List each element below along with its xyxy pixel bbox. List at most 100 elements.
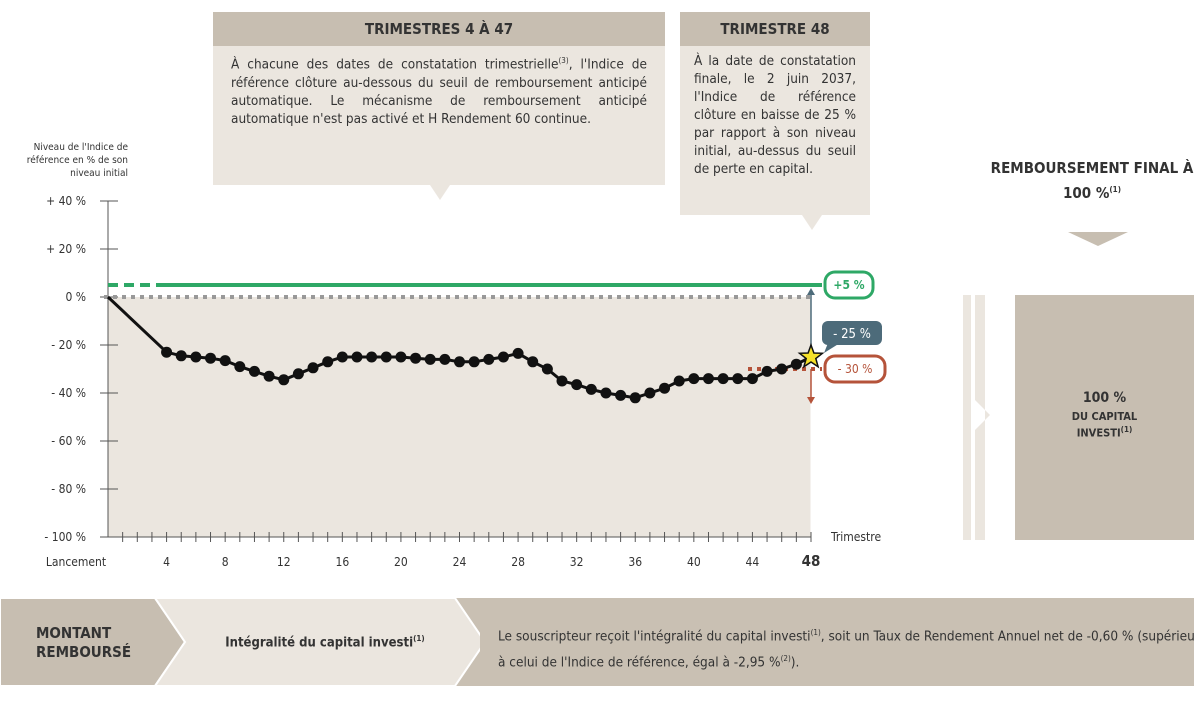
- pointer: [430, 185, 450, 200]
- arrowhead: [807, 397, 815, 404]
- point: [659, 382, 671, 394]
- footer-text: Le souscripteur reçoit l'intégralité du …: [498, 622, 1194, 673]
- y-tick-label: + 40 %: [46, 194, 86, 208]
- point: [702, 373, 714, 385]
- stripe: [963, 295, 971, 540]
- y-tick-label: - 100 %: [44, 530, 86, 544]
- y-label: Niveau de l'Indice de référence en % de s…: [27, 142, 129, 179]
- badge-pointer: [824, 343, 840, 353]
- level-badge: [823, 270, 875, 300]
- point: [673, 375, 685, 387]
- point: [541, 363, 553, 375]
- y-tick-label: - 80 %: [51, 482, 86, 496]
- point: [322, 356, 334, 368]
- point: [263, 370, 275, 382]
- level-label: +5 %: [833, 278, 864, 292]
- final-title: REMBOURSEMENT FINAL À 100 %(1): [990, 158, 1194, 204]
- final-content: 100 % DU CAPITAL INVESTI(1): [1015, 390, 1194, 440]
- point: [732, 373, 744, 385]
- x-tick-label: 20: [394, 555, 408, 569]
- line: [106, 295, 812, 400]
- note: (3): [558, 56, 569, 65]
- text: , l'Indice de référence clôture au-desso…: [231, 56, 647, 127]
- point: [776, 363, 788, 375]
- final-box: [1015, 295, 1194, 540]
- point: [278, 374, 290, 386]
- point: [761, 365, 773, 377]
- footer-middle: Intégralité du capital investi(1): [200, 634, 450, 650]
- point: [234, 361, 246, 373]
- star-point: [797, 342, 825, 369]
- text: ).: [790, 654, 800, 670]
- x-label: Trimestre: [830, 530, 881, 544]
- point: [497, 351, 509, 363]
- plot-area: [108, 297, 811, 537]
- point: [790, 358, 802, 370]
- footer: MONTANT REMBOURSÉ Intégralité du capital…: [0, 598, 1194, 686]
- point: [205, 352, 217, 364]
- panel: TRIMESTRES 4 À 47 À chacune des dates de…: [213, 12, 665, 185]
- point: [190, 351, 202, 363]
- point: [410, 352, 422, 364]
- point: [585, 383, 597, 395]
- point: [380, 351, 392, 363]
- level-label: - 30 %: [838, 362, 873, 376]
- point: [600, 387, 612, 399]
- point: [483, 353, 495, 365]
- point: [175, 350, 187, 362]
- y-tick-label: - 40 %: [51, 386, 86, 400]
- point: [746, 373, 758, 385]
- level-badge: [822, 321, 882, 345]
- text: DU CAPITAL INVESTI: [1071, 410, 1138, 440]
- amount: 100 %: [1082, 390, 1127, 406]
- footer-shapes: [0, 598, 480, 686]
- point: [717, 373, 729, 385]
- y-tick-label: - 60 %: [51, 434, 86, 448]
- note: (1): [413, 634, 425, 643]
- point: [688, 373, 700, 385]
- footer-label: MONTANT REMBOURSÉ: [36, 624, 132, 661]
- x-tick-label: 28: [511, 555, 525, 569]
- x-tick-label: Lancement: [46, 555, 106, 569]
- arrowhead: [807, 288, 815, 295]
- note: (1): [1109, 185, 1121, 194]
- note: (1): [1120, 425, 1133, 434]
- point: [556, 375, 568, 387]
- point: [454, 356, 465, 368]
- point: [351, 351, 363, 363]
- point: [248, 365, 260, 377]
- point: [615, 389, 627, 401]
- point: [307, 362, 319, 374]
- point: [292, 368, 304, 380]
- chevron: [975, 295, 990, 540]
- text: , soit un Taux de Rendement Annuel net d…: [498, 628, 1194, 671]
- point: [512, 347, 524, 359]
- x-tick-label: 16: [335, 555, 349, 569]
- point: [366, 351, 378, 363]
- point: [424, 353, 436, 365]
- x-tick-label: 40: [687, 555, 701, 569]
- panel: TRIMESTRE 48 À la date de constatation f…: [680, 12, 870, 215]
- point: [219, 355, 231, 367]
- x-tick-label: 32: [570, 555, 584, 569]
- text: Le souscripteur reçoit l'intégralité du …: [498, 628, 811, 645]
- level-badge: [823, 354, 887, 384]
- arrow-down: [1068, 232, 1128, 246]
- point: [644, 387, 656, 399]
- point: [468, 356, 480, 368]
- text: REMBOURSEMENT FINAL À 100 %: [990, 159, 1194, 202]
- note: (2): [780, 653, 791, 663]
- x-tick-label: 44: [746, 555, 760, 569]
- x-tick-label: 4: [163, 555, 170, 569]
- y-tick-label: 0 %: [65, 290, 86, 304]
- point: [161, 346, 173, 358]
- x-tick-label: 36: [628, 555, 642, 569]
- x-tick-label: 48: [802, 552, 821, 570]
- y-tick-label: - 20 %: [51, 338, 86, 352]
- level-label: - 25 %: [833, 327, 871, 342]
- point: [571, 379, 583, 391]
- pointer: [802, 215, 822, 230]
- panel-text: À la date de constatation finale, le 2 j…: [694, 53, 856, 177]
- panel-title: TRIMESTRE 48: [680, 12, 870, 46]
